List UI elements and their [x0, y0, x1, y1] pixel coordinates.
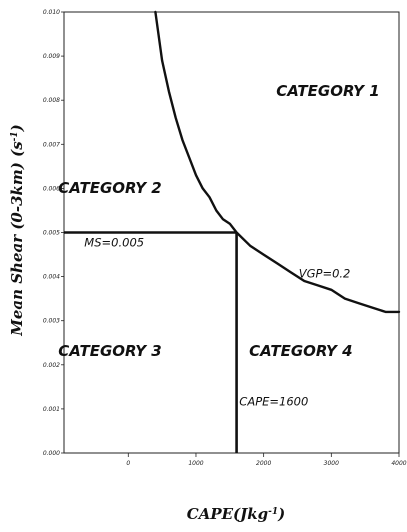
x-tick-label: 1000: [188, 460, 203, 467]
y-tick-label: 0.003: [43, 318, 60, 325]
category-label: CATEGORY 2: [58, 179, 161, 197]
y-tick-label: 0.002: [43, 362, 60, 369]
category-label: CATEGORY 3: [58, 342, 161, 360]
annotations: MS=0.005 CAPE=1600 VGP=0.2: [84, 236, 350, 409]
x-tick-label: 2000: [256, 460, 271, 467]
y-tick-label: 0.010: [43, 9, 60, 16]
x-tick-label: 4000: [391, 460, 406, 467]
y-tick-label: 0.000: [43, 450, 60, 457]
y-tick-label: 0.009: [43, 53, 60, 60]
cape-annotation: CAPE=1600: [239, 394, 308, 408]
vgp-annotation: VGP=0.2: [299, 266, 351, 280]
y-axis-title: Mean Shear (0-3km) (s-1): [8, 124, 26, 337]
category-label: CATEGORY 1: [276, 82, 379, 100]
x-axis-title: CAPE(Jkg-1): [187, 505, 285, 523]
y-tick-label: 0.006: [43, 185, 60, 192]
y-tick-label: 0.008: [43, 97, 60, 104]
x-tick-label: 0: [126, 460, 130, 467]
threshold-lines: [64, 231, 238, 453]
x-axis-ticks: 0 1000 2000 3000 4000: [126, 453, 407, 467]
ms-annotation: MS=0.005: [84, 236, 144, 250]
y-tick-label: 0.005: [43, 230, 60, 237]
category-labels: CATEGORY 1 CATEGORY 2 CATEGORY 3 CATEGORY 4: [58, 82, 379, 360]
vgp-curve: [154, 10, 401, 314]
y-tick-label: 0.001: [43, 406, 60, 413]
series-group: [154, 10, 401, 314]
category-label: CATEGORY 4: [249, 342, 352, 360]
y-tick-label: 0.007: [43, 141, 60, 148]
x-tick-label: 3000: [324, 460, 339, 467]
y-axis-ticks: 0.000 0.001 0.002 0.003 0.004 0.005 0.006 0.007…: [43, 9, 64, 457]
y-tick-label: 0.004: [43, 274, 60, 281]
